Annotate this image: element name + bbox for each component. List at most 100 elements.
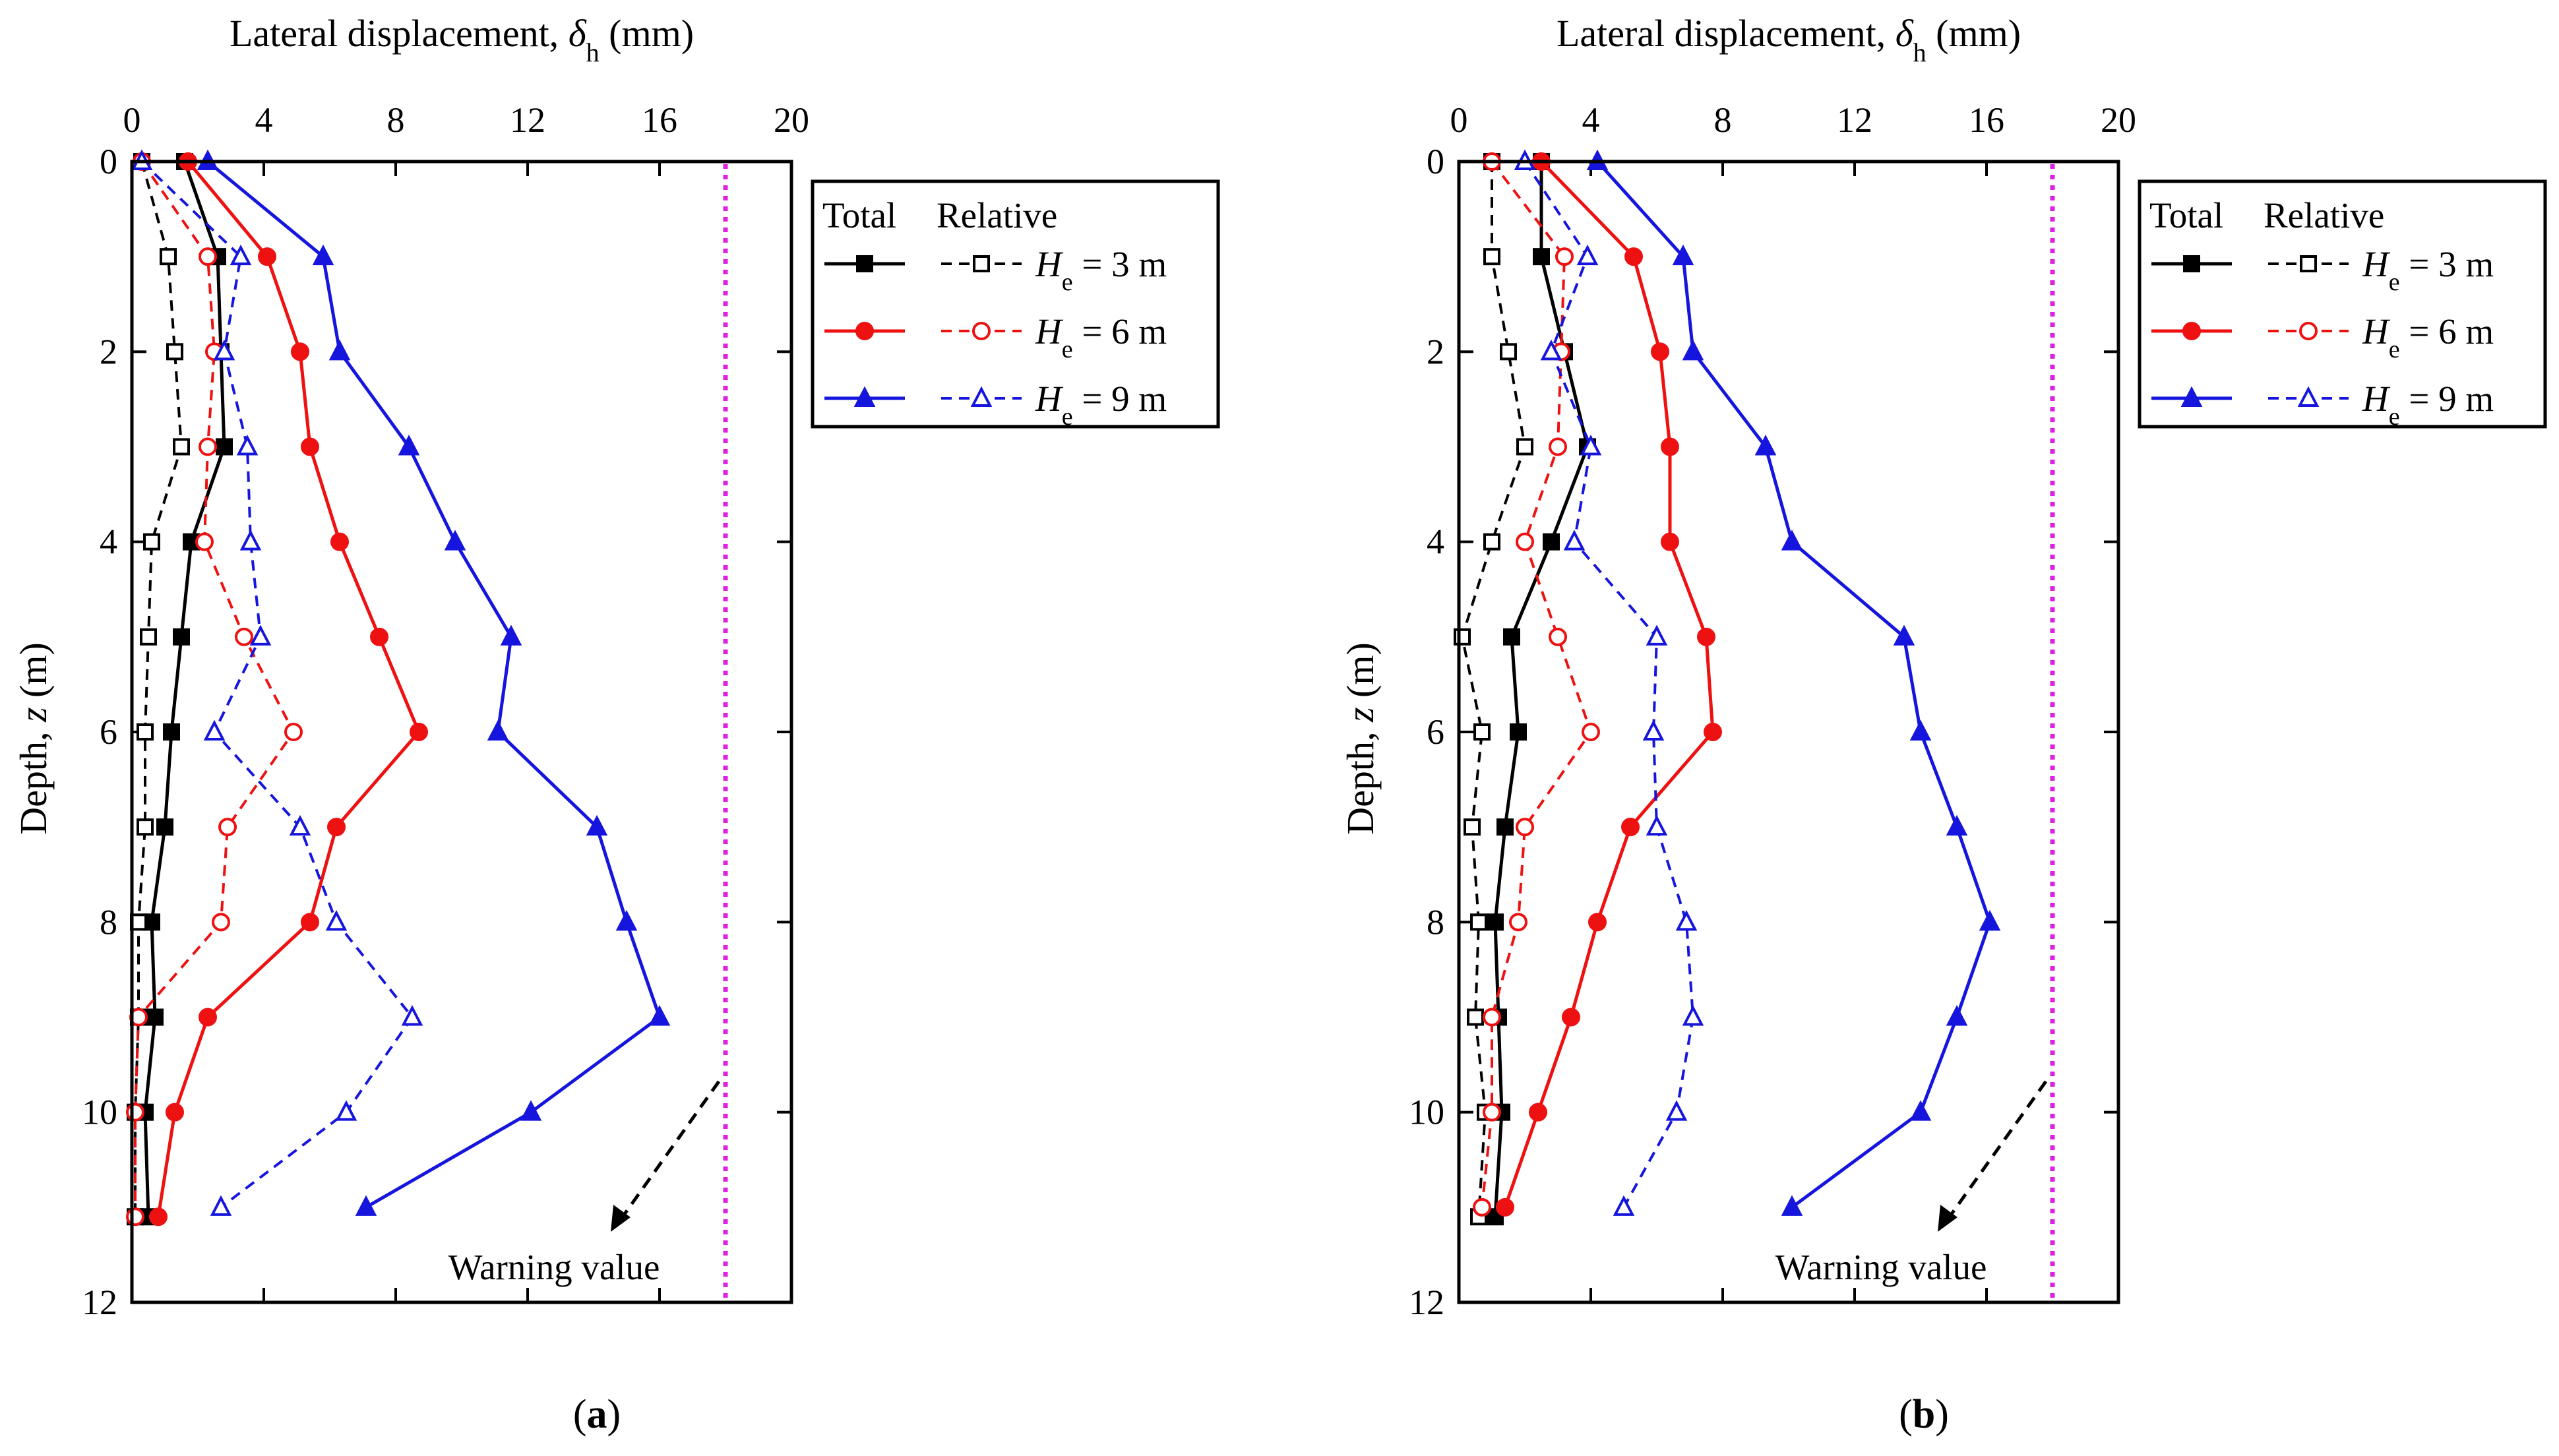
legend-header-relative: Relative [937, 195, 1057, 235]
data-point [1682, 339, 1704, 361]
data-point [1549, 437, 1567, 456]
panel-label: (b) [1899, 1392, 1949, 1437]
data-point [212, 913, 230, 932]
warning-arrow-head [611, 1205, 631, 1232]
data-point [1496, 818, 1514, 836]
x-tick-label: 12 [1837, 100, 1872, 140]
data-point [203, 719, 226, 741]
data-point [160, 248, 177, 266]
legend-marker-relative [2297, 386, 2320, 407]
data-point [1483, 533, 1500, 551]
series-he3-relative [127, 153, 190, 1226]
data-point [213, 339, 235, 361]
series-he3-total [137, 153, 233, 1226]
y-tick-label: 2 [100, 332, 117, 371]
series-line [1503, 160, 1715, 1208]
plot-frame [1457, 160, 2120, 1304]
series-line [134, 160, 295, 1217]
y-axis-title: Depth, z (m) [12, 642, 55, 835]
data-point [1781, 530, 1803, 551]
series-line [1461, 162, 1526, 1217]
legend-label: He = 3 m [1035, 244, 1167, 296]
data-point [163, 723, 180, 741]
data-point [1510, 723, 1527, 741]
data-point [1624, 247, 1643, 266]
data-point [487, 719, 509, 741]
data-point [173, 438, 190, 456]
data-point [1646, 624, 1668, 646]
x-tick-label: 12 [510, 100, 545, 140]
data-point [1464, 818, 1481, 836]
data-point [1533, 248, 1550, 266]
legend-marker-relative [2300, 255, 2317, 272]
data-point [1540, 339, 1562, 361]
warning-arrow-head [1938, 1205, 1958, 1232]
data-point [1555, 247, 1574, 266]
panel-label: (a) [573, 1392, 621, 1437]
panel-a: Lateral displacement, δh (mm) Depth, z (… [12, 12, 1220, 1437]
y-tick-label: 10 [82, 1093, 117, 1132]
data-point [1470, 913, 1487, 931]
y-tick-label: 10 [1409, 1093, 1444, 1132]
data-point [370, 627, 388, 646]
data-point [398, 435, 420, 456]
series-line [206, 160, 662, 1209]
x-tick-label: 0 [123, 100, 141, 140]
data-point [1642, 719, 1665, 741]
data-point [1516, 438, 1533, 456]
legend-label: He = 9 m [1035, 379, 1167, 431]
data-point [173, 628, 190, 646]
data-point [126, 1103, 144, 1122]
data-point [1909, 719, 1932, 741]
legend-label: He = 6 m [1035, 311, 1167, 363]
data-point [1682, 1005, 1704, 1026]
legend-entry-he6: He = 6 m [2151, 311, 2494, 363]
series-he6-relative [126, 152, 303, 1227]
x-axis-title: Lateral displacement, δh (mm) [230, 12, 694, 67]
data-point [1467, 1008, 1484, 1026]
data-point [1672, 244, 1694, 266]
legend-entry-he6: He = 6 m [824, 311, 1167, 363]
data-point [1496, 1198, 1514, 1217]
legend-label: He = 3 m [2362, 244, 2494, 296]
data-point [1576, 244, 1599, 266]
data-point [126, 1207, 144, 1227]
legend-marker-total [2180, 386, 2203, 407]
data-point [1704, 723, 1722, 741]
data-point [258, 247, 276, 266]
x-tick-label: 16 [642, 100, 677, 140]
data-point [355, 1195, 377, 1216]
y-tick-label: 0 [100, 142, 117, 181]
x-tick-label: 4 [1582, 100, 1600, 140]
series-he6-relative [1473, 152, 1600, 1217]
legend-marker-relative [973, 255, 990, 272]
data-point [301, 437, 319, 456]
data-point [328, 339, 351, 361]
data-point [1516, 818, 1534, 837]
data-point [1549, 627, 1567, 646]
data-point [615, 909, 638, 931]
series-line [1481, 160, 1592, 1208]
legend-entry-he9: He = 9 m [2151, 379, 2494, 431]
data-point [149, 1207, 168, 1227]
x-tick-label: 0 [1450, 100, 1468, 140]
legend-header-relative: Relative [2264, 195, 2384, 235]
x-tick-label: 20 [2101, 100, 2136, 140]
data-point [330, 532, 349, 551]
data-point [1483, 248, 1500, 266]
data-point [210, 1195, 232, 1216]
data-point [195, 532, 214, 551]
data-point [1509, 913, 1527, 932]
data-point [401, 1005, 423, 1026]
series-he6-total [1496, 152, 1722, 1217]
legend: Total Relative He = 3 m He = 6 m He = 9 m [2138, 179, 2547, 431]
legend-label: He = 9 m [2362, 379, 2494, 431]
data-point [156, 818, 173, 836]
data-point [410, 723, 428, 741]
data-point [216, 438, 233, 456]
x-tick-label: 8 [387, 100, 405, 140]
data-point [335, 1100, 357, 1121]
series-line [140, 160, 414, 1209]
x-tick-label: 20 [774, 100, 809, 140]
legend-header-total: Total [2149, 195, 2223, 235]
